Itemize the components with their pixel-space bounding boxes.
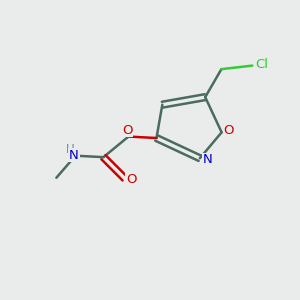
Text: O: O [126, 173, 136, 186]
Text: O: O [224, 124, 234, 137]
Text: N: N [69, 148, 79, 162]
Text: Cl: Cl [255, 58, 268, 70]
Text: O: O [122, 124, 132, 136]
Text: N: N [202, 153, 212, 166]
Text: H: H [66, 143, 75, 156]
